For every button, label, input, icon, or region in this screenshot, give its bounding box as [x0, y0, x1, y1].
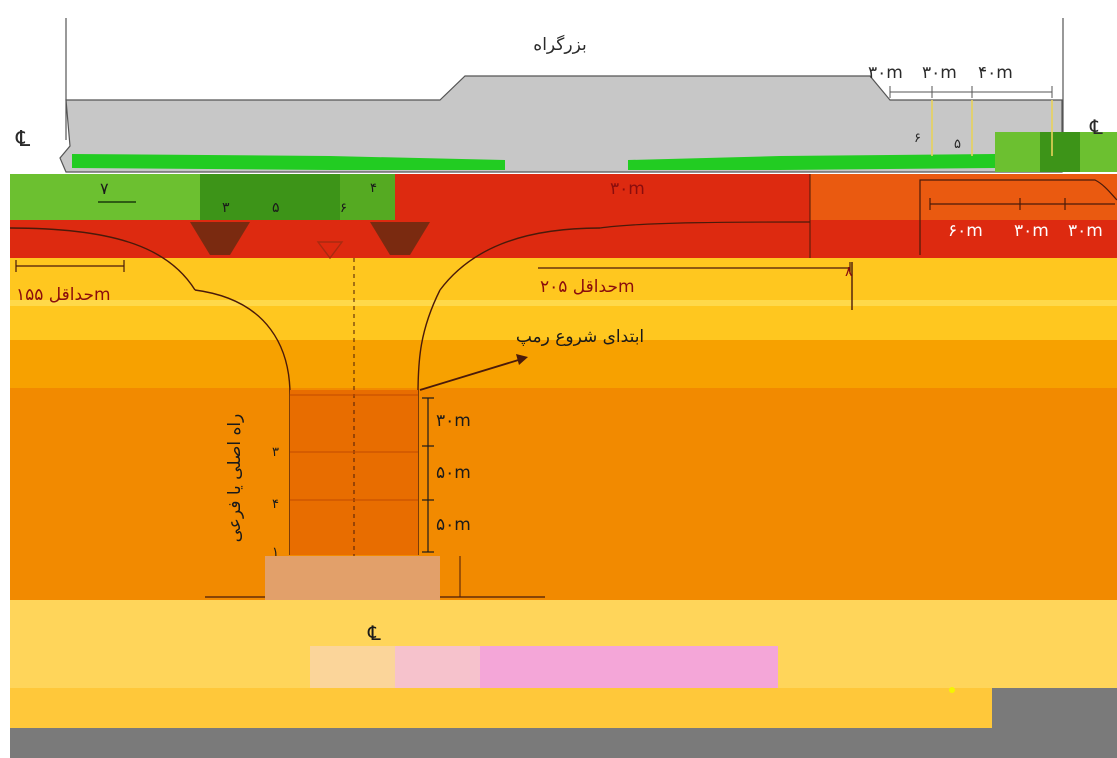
highway-body	[59, 75, 1063, 173]
ramp-start-arrow	[419, 357, 526, 391]
ramp-start-arrowhead	[516, 354, 528, 365]
vertical-road-right	[417, 289, 441, 555]
yellow-upper-field	[10, 258, 1117, 340]
right-band-dim-2: ۳۰m	[1014, 221, 1049, 241]
ramp-start-label: ابتدای شروع رمپ	[516, 327, 644, 347]
top-dim-label-1: ۳۰m	[868, 63, 903, 83]
right-ramp-curve-upper	[599, 221, 811, 229]
min-distance-left: حداقل ۱۵۵m	[16, 285, 111, 305]
red-band-upper	[395, 174, 810, 220]
orange-lower-field	[10, 388, 1117, 600]
pink-strip-light	[395, 646, 480, 688]
ramp-mark-5: ۵	[954, 137, 961, 152]
top-dim-label-3: ۴۰m	[978, 63, 1013, 83]
bottom-gray-band	[10, 728, 1117, 758]
left-abutment	[190, 222, 250, 255]
segment-number-3: ۳	[272, 445, 279, 460]
right-green-block-dark	[1040, 132, 1080, 172]
vertical-road-left	[194, 289, 291, 555]
pink-strip	[480, 646, 778, 688]
left-band-mark-5: ۵	[272, 200, 280, 216]
vertical-road-label: راه اصلی یا فرعی	[225, 414, 245, 543]
right-ramp-curve	[439, 227, 601, 291]
top-dim-label-2: ۳۰m	[922, 63, 957, 83]
segment-dim-label-3: ۵۰m	[436, 515, 471, 535]
left-band-extra: ۷	[100, 179, 109, 198]
bottom-gray-corner	[992, 688, 1117, 728]
left-green-strip	[72, 154, 505, 170]
green-band-light	[10, 174, 200, 220]
bottom-patch	[265, 556, 440, 600]
left-ramp-curve	[9, 227, 196, 291]
right-band-curve	[919, 179, 1117, 255]
bottom-centerline-symbol: ℄	[367, 621, 381, 645]
orange-mid-field	[10, 340, 1117, 388]
diagram-title: بزرگراه	[533, 34, 586, 55]
peach-strip	[310, 646, 395, 688]
min-distance-center: حداقل ۲۰۵m	[540, 277, 635, 297]
right-band-dim-3: ۳۰m	[1068, 221, 1103, 241]
right-green-strip	[628, 154, 995, 170]
ramp-mark-6: ۶	[914, 131, 921, 146]
green-band-dark	[200, 174, 340, 220]
segment-number-1: ۱	[272, 545, 279, 560]
centerline-left-symbol: ℄	[15, 127, 31, 152]
left-band-mark-4: ۴	[370, 181, 377, 196]
small-yellow-dot	[949, 687, 955, 693]
left-band-mark-6: ۶	[340, 201, 347, 216]
segment-number-4: ۴	[272, 497, 279, 512]
orange-right-block	[810, 174, 1117, 220]
yellow-stripe	[10, 300, 1117, 306]
mid-dimension-label: ۳۰m	[610, 179, 645, 199]
green-band-corner-curve	[200, 176, 208, 220]
bottom-yellow-band	[10, 688, 992, 728]
right-arrow-number: ۸	[845, 264, 853, 280]
vertical-road-fill	[290, 390, 418, 555]
center-triangle-icon	[316, 241, 344, 260]
segment-dim-label-1: ۳۰m	[436, 411, 471, 431]
right-band-dim-1: ۶۰m	[948, 221, 983, 241]
left-band-mark-3: ۳	[222, 200, 230, 216]
centerline-right-symbol: ℄	[1089, 115, 1103, 139]
right-abutment	[370, 222, 430, 255]
segment-dim-label-2: ۵۰m	[436, 463, 471, 483]
